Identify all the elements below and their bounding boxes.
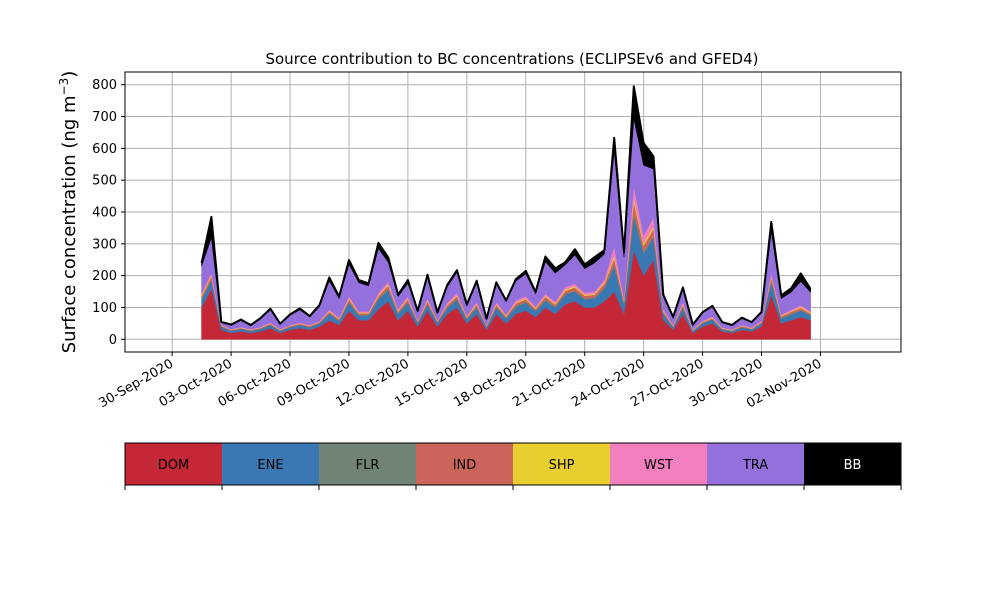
legend-label-flr: FLR	[356, 458, 380, 473]
total-line-group	[200, 85, 812, 326]
area-series-bb	[201, 86, 811, 327]
legend-label-bb: BB	[844, 458, 862, 473]
y-axis-label-suffix: )	[59, 71, 80, 78]
legend-colorbar: DOM ENE FLR IND SHP WST TRA BB	[124, 442, 902, 490]
x-axis-ticks: 30-Sep-202003-Oct-202006-Oct-202009-Oct-…	[96, 352, 824, 411]
y-tick-label: 300	[92, 237, 117, 252]
legend-swatch-dom	[125, 443, 222, 485]
total-line	[200, 85, 812, 326]
legend-swatch-bb	[804, 443, 901, 485]
legend-swatch-shp	[513, 443, 610, 485]
legend-label-ind: IND	[453, 458, 477, 473]
legend-swatch-tra	[707, 443, 804, 485]
y-tick-label: 800	[92, 78, 117, 93]
y-axis-label: Surface concentration (ng m−3)	[57, 71, 80, 354]
y-tick-label: 700	[92, 110, 117, 125]
y-tick-label: 200	[92, 269, 117, 284]
chart-title: Source contribution to BC concentrations…	[265, 50, 758, 68]
legend-label-shp: SHP	[549, 458, 575, 473]
legend-label-wst: WST	[644, 458, 673, 473]
legend-swatch-ene	[222, 443, 319, 485]
legend-swatch-flr	[319, 443, 416, 485]
area-series-tra	[201, 117, 811, 330]
legend-swatch-wst	[610, 443, 707, 485]
legend-label-dom: DOM	[158, 458, 189, 473]
legend-label-ene: ENE	[257, 458, 283, 473]
legend-swatch-ind	[416, 443, 513, 485]
y-tick-label: 600	[92, 142, 117, 157]
y-tick-label: 400	[92, 206, 117, 221]
area-series-group	[201, 86, 811, 340]
y-axis-label-prefix: Surface concentration (ng m	[59, 95, 80, 353]
legend-label-tra: TRA	[742, 458, 768, 473]
y-axis-ticks: 0 100 200 300 400 500 600 700 800	[92, 78, 125, 348]
y-tick-label: 0	[109, 333, 117, 348]
y-tick-label: 100	[92, 301, 117, 316]
y-axis-label-exponent: −3	[57, 78, 71, 96]
y-tick-label: 500	[92, 174, 117, 189]
